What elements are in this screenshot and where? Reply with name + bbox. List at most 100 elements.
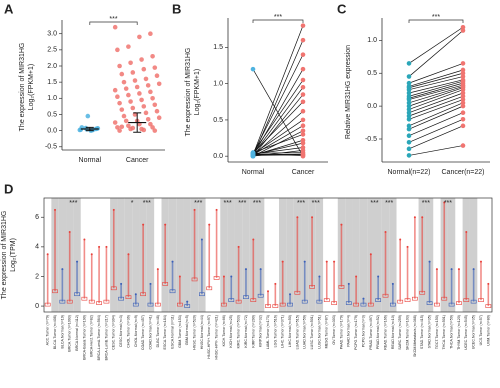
significance-label: *** <box>312 200 320 207</box>
significance-label: *** <box>297 200 305 207</box>
pair-line <box>252 152 304 154</box>
pair-line <box>252 154 304 156</box>
pair-line <box>252 79 304 153</box>
max-point <box>61 268 64 271</box>
data-point <box>250 151 256 157</box>
data-point <box>123 86 129 91</box>
shade-band <box>345 198 353 312</box>
x-tick-label: KIRP.Normal (n=32) <box>259 315 263 347</box>
data-point <box>250 66 256 72</box>
data-point <box>300 153 306 159</box>
y-axis-label: The expression of MIR31HG <box>1 211 8 300</box>
max-point <box>76 260 79 263</box>
data-point <box>300 66 306 72</box>
pair-line <box>408 72 464 89</box>
data-point <box>406 107 412 112</box>
significance-label: *** <box>238 200 246 207</box>
median-box <box>243 295 249 299</box>
data-point <box>460 74 466 79</box>
data-point <box>137 91 142 96</box>
pair-line <box>408 76 464 91</box>
pair-line <box>408 79 464 94</box>
median-box <box>441 296 448 301</box>
significance-label: *** <box>444 200 452 207</box>
x-tick-label: STAD.Normal (n=35) <box>428 315 432 348</box>
max-point <box>134 293 137 296</box>
x-tick-label: Normal(n=22) <box>388 169 431 176</box>
data-point <box>300 23 306 28</box>
x-tick-label: LUSC.Tumor (n=501) <box>310 315 314 349</box>
data-point <box>126 92 131 98</box>
max-point <box>311 216 314 219</box>
data-point <box>460 97 466 102</box>
data-point <box>130 70 136 75</box>
shade-band <box>447 198 456 312</box>
max-point <box>164 223 167 226</box>
median-box <box>265 304 271 308</box>
pair-line <box>252 87 304 155</box>
median-box <box>66 299 73 304</box>
max-point <box>90 253 93 256</box>
max-point <box>369 253 372 256</box>
shade-band <box>279 198 287 312</box>
x-tick-label: CESC.Normal (n=3) <box>119 315 123 347</box>
x-tick-label: CHOL.Tumor (n=36) <box>126 315 130 348</box>
median-box <box>426 301 433 305</box>
pair-line <box>252 153 304 156</box>
x-tick-label: MESO.Tumor (n=87) <box>325 315 329 348</box>
pair-line <box>408 87 464 107</box>
max-point <box>54 208 57 211</box>
median-box <box>367 302 374 307</box>
data-point <box>460 90 466 96</box>
x-tick-label: TGCT.Tumor (n=150) <box>435 315 439 349</box>
significance-label: *** <box>143 200 151 207</box>
max-point <box>252 238 255 241</box>
y-axis-label: The expression of MIR31HG <box>185 48 192 137</box>
max-point <box>281 260 284 263</box>
data-point <box>460 70 466 76</box>
panel-label: D <box>4 181 13 196</box>
median-box <box>228 298 235 302</box>
data-point <box>300 140 306 146</box>
max-point <box>200 238 203 241</box>
max-point <box>171 260 174 263</box>
shade-band <box>132 198 140 312</box>
max-point <box>46 253 49 256</box>
x-tick-label: ESCA.Normal (n=11) <box>170 315 174 349</box>
x-tick-label: SARC.Tumor (n=259) <box>398 315 402 350</box>
max-point <box>325 260 328 263</box>
median-box <box>279 302 286 307</box>
data-point <box>460 116 466 122</box>
x-tick-label: GBM.Tumor (n=153) <box>178 315 182 348</box>
pair-line <box>408 30 464 77</box>
data-point <box>156 81 162 87</box>
data-point <box>460 28 466 33</box>
median-box <box>257 293 264 298</box>
shade-band <box>315 198 324 312</box>
median-box <box>147 302 154 307</box>
data-point <box>300 132 306 137</box>
median-box <box>110 286 117 291</box>
max-point <box>318 275 321 278</box>
median-box <box>345 301 352 305</box>
median-box <box>162 282 169 286</box>
significance-label: *** <box>370 200 378 207</box>
panel-label: A <box>4 1 14 16</box>
x-tick-label: READ.Tumor (n=166) <box>383 315 387 350</box>
data-point <box>143 76 149 82</box>
x-tick-label: KICH.Normal (n=25) <box>229 315 233 348</box>
max-point <box>472 268 475 271</box>
panel-label: C <box>337 1 347 16</box>
data-point <box>460 93 466 99</box>
shade-band <box>389 198 397 312</box>
pair-line <box>408 145 464 156</box>
x-tick-label: KICH.Tumor (n=66) <box>222 315 226 346</box>
max-point <box>362 297 365 300</box>
panel-label: B <box>172 1 181 16</box>
data-point <box>460 103 466 109</box>
data-point <box>300 92 306 97</box>
shade-band <box>73 198 81 312</box>
x-tick-label: CHOL.Normal (n=9) <box>134 315 138 347</box>
significance-label: *** <box>385 200 393 207</box>
y-tick-label: 1.0 <box>213 81 223 88</box>
